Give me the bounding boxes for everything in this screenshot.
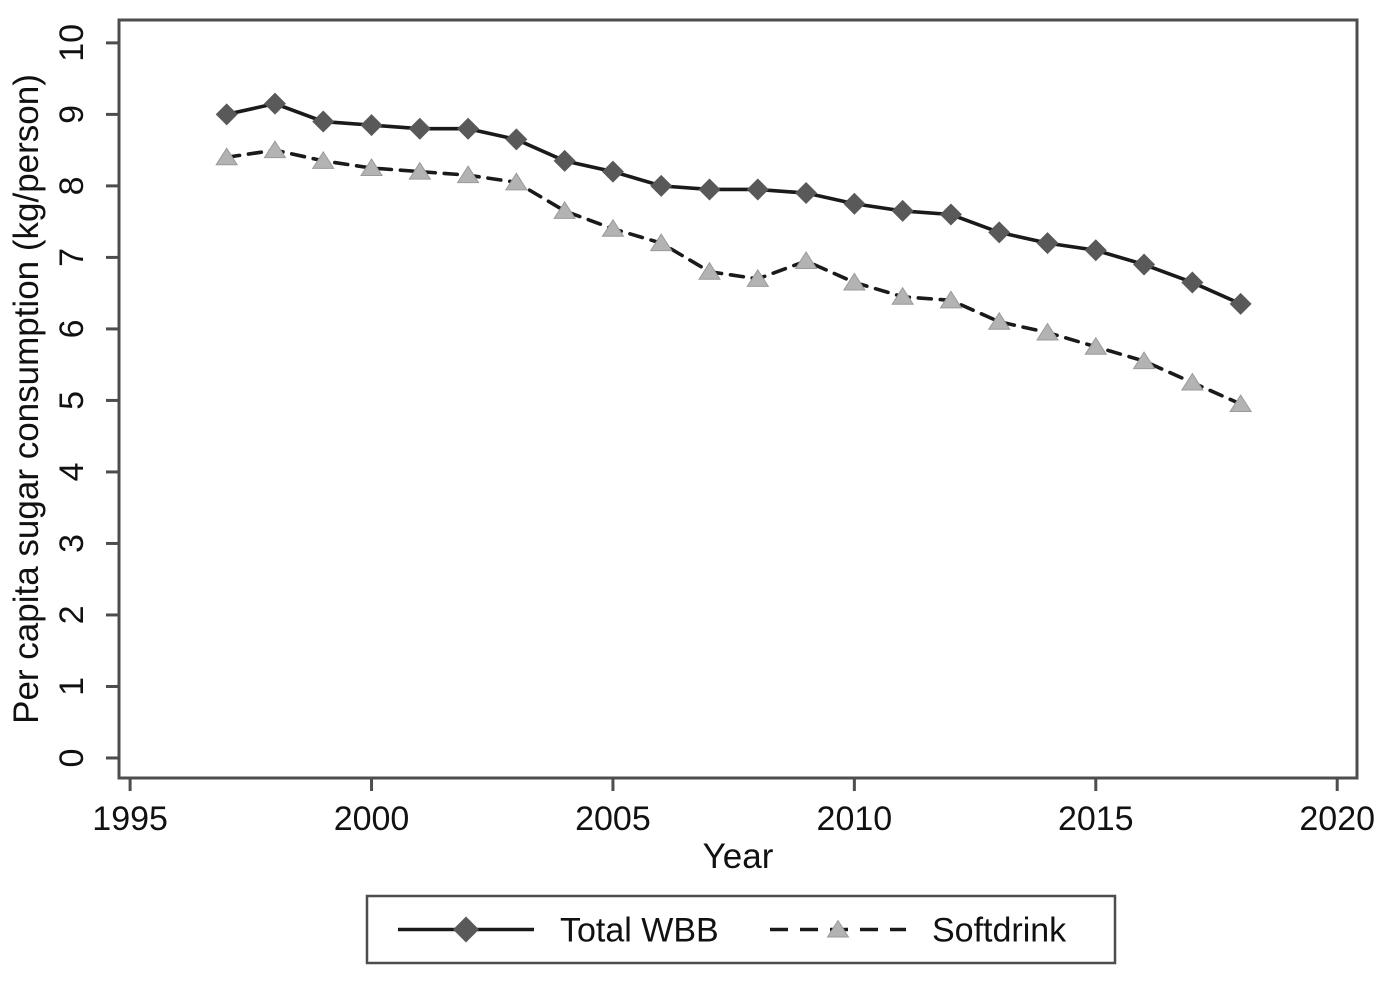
y-tick-label: 0 [53, 749, 91, 768]
diamond-marker [263, 92, 286, 115]
triangle-marker [746, 268, 770, 287]
diamond-marker [746, 178, 769, 201]
series-group [215, 92, 1253, 413]
diamond-marker [988, 221, 1011, 244]
axis-titles: Year Per capita sugar consumption (kg/per… [7, 74, 774, 876]
diamond-marker [1084, 239, 1107, 262]
plot-box [117, 18, 1359, 780]
x-tick-label: 2020 [1299, 800, 1375, 838]
y-axis-title: Per capita sugar consumption (kg/person) [7, 74, 46, 724]
triangle-marker [987, 311, 1011, 330]
x-tick-label: 2015 [1058, 800, 1134, 838]
legend-label-total-wbb: Total WBB [560, 912, 719, 950]
diamond-marker [698, 178, 721, 201]
y-tick-label: 7 [53, 248, 91, 267]
triangle-marker [1132, 351, 1156, 370]
series-line [224, 148, 1243, 406]
triangle-marker [553, 200, 577, 219]
diamond-marker [1229, 292, 1252, 315]
series-softdrink [215, 140, 1253, 413]
series-line [224, 101, 1243, 306]
y-axis: 0 1 2 3 4 5 6 7 8 9 10 [53, 24, 119, 767]
diamond-marker [453, 916, 479, 943]
triangle-marker [1084, 336, 1108, 355]
triangle-marker [649, 233, 673, 252]
legend-label-softdrink: Softdrink [932, 912, 1067, 950]
diamond-marker [795, 182, 818, 205]
triangle-marker [1229, 394, 1253, 413]
triangle-marker [939, 290, 963, 309]
triangle-marker [456, 165, 480, 184]
triangle-marker [826, 919, 850, 938]
x-tick-label: 2000 [334, 800, 410, 838]
triangle-marker [698, 261, 721, 280]
y-tick-label: 1 [53, 677, 91, 696]
x-axis: 1995 2000 2005 2010 2015 2020 [92, 778, 1375, 838]
triangle-marker [504, 172, 528, 191]
y-tick-label: 5 [53, 391, 91, 410]
diamond-marker [408, 117, 431, 140]
triangle-marker [215, 147, 239, 166]
triangle-marker [263, 140, 287, 159]
diamond-marker [553, 149, 576, 172]
diamond-marker [312, 110, 335, 133]
triangle-marker [842, 272, 866, 291]
diamond-marker [215, 103, 238, 126]
diamond-marker [360, 114, 383, 137]
x-axis-title: Year [703, 837, 774, 876]
diamond-marker [505, 128, 528, 151]
diamond-marker [939, 203, 962, 226]
y-tick-label: 9 [53, 105, 91, 124]
x-tick-label: 2010 [817, 800, 893, 838]
triangle-marker [1180, 372, 1204, 391]
y-tick-label: 6 [53, 319, 91, 338]
plot-border [117, 18, 1359, 780]
triangle-marker [891, 286, 915, 305]
diamond-marker [1181, 271, 1204, 294]
legend: Total WBB Softdrink [365, 894, 1117, 965]
triangle-marker [360, 158, 383, 177]
x-tick-label: 2005 [575, 800, 651, 838]
series-total-wbb [215, 92, 1252, 315]
diamond-marker [650, 174, 673, 197]
y-tick-label: 8 [53, 176, 91, 195]
triangle-marker [408, 161, 432, 180]
triangle-marker [794, 251, 818, 269]
diamond-marker [457, 117, 480, 140]
triangle-marker [601, 218, 625, 237]
diamond-marker [843, 192, 866, 215]
triangle-marker [1036, 322, 1059, 341]
diamond-marker [1133, 253, 1156, 276]
diamond-marker [891, 199, 914, 222]
x-tick-label: 1995 [92, 800, 168, 838]
diamond-marker [601, 160, 624, 183]
y-tick-label: 10 [53, 24, 91, 62]
y-tick-label: 2 [53, 605, 91, 624]
y-tick-label: 4 [53, 462, 91, 481]
triangle-marker [311, 150, 335, 169]
diamond-marker [1036, 232, 1059, 255]
y-tick-label: 3 [53, 534, 91, 553]
